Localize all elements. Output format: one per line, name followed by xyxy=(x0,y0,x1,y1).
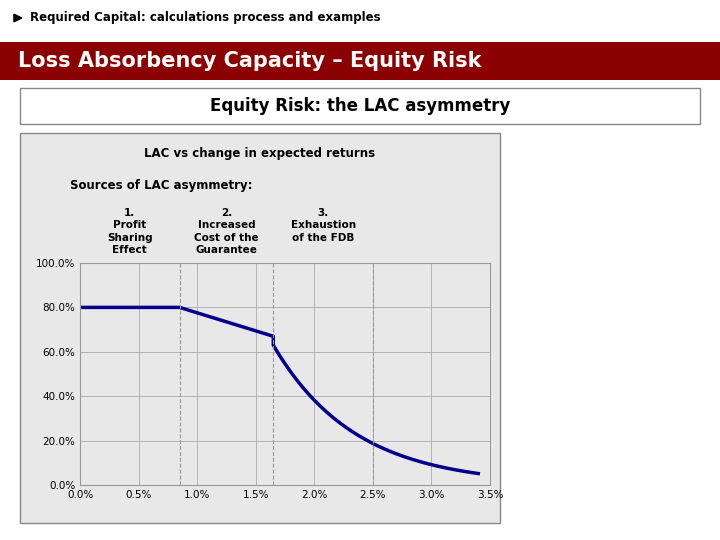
Text: Required Capital: calculations process and examples: Required Capital: calculations process a… xyxy=(30,11,381,24)
Bar xyxy=(20,133,500,523)
Bar xyxy=(20,88,700,124)
Text: 3.
Exhaustion
of the FDB: 3. Exhaustion of the FDB xyxy=(290,208,356,243)
Text: Sources of LAC asymmetry:: Sources of LAC asymmetry: xyxy=(70,179,253,192)
Text: 2.
Increased
Cost of the
Guarantee: 2. Increased Cost of the Guarantee xyxy=(194,208,258,255)
Text: Loss Absorbency Capacity – Equity Risk: Loss Absorbency Capacity – Equity Risk xyxy=(18,51,482,71)
Text: LAC vs change in expected returns: LAC vs change in expected returns xyxy=(145,147,376,160)
Bar xyxy=(0,42,720,80)
Text: 1.
Profit
Sharing
Effect: 1. Profit Sharing Effect xyxy=(107,208,153,255)
Text: Equity Risk: the LAC asymmetry: Equity Risk: the LAC asymmetry xyxy=(210,97,510,115)
